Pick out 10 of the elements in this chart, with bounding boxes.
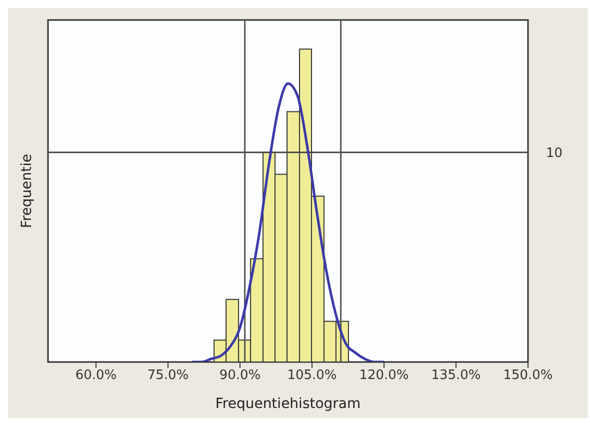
- x-tick-label: 105.0%: [287, 368, 337, 384]
- x-tick-label: 150.0%: [503, 368, 553, 384]
- y-axis-title: Frequentie: [18, 154, 35, 228]
- x-tick-label: 135.0%: [431, 368, 481, 384]
- x-tick-label: 90.0%: [219, 368, 261, 384]
- x-tick-label: 75.0%: [147, 368, 189, 384]
- x-tick-label: 60.0%: [75, 368, 117, 384]
- text: 10: [546, 146, 563, 161]
- x-tick-label: 120.0%: [359, 368, 409, 384]
- x-axis-title: Frequentiehistogram: [215, 396, 361, 412]
